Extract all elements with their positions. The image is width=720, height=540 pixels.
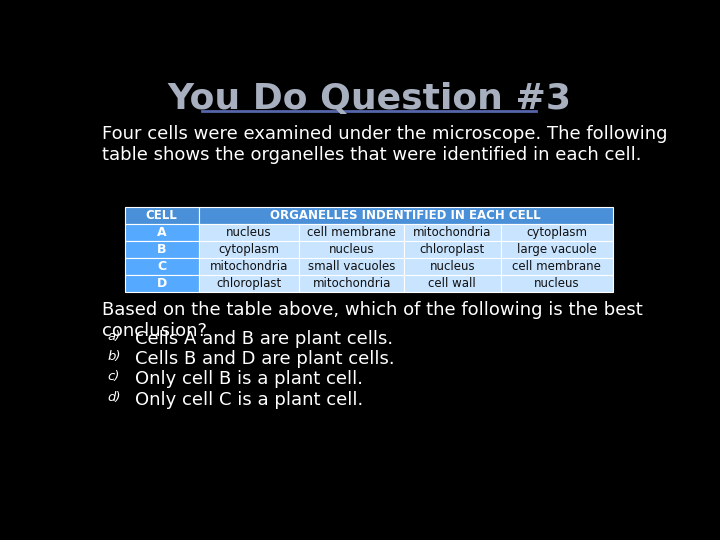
Text: Only cell C is a plant cell.: Only cell C is a plant cell. [135, 390, 363, 408]
Text: Four cells were examined under the microscope. The following
table shows the org: Four cells were examined under the micro… [102, 125, 667, 164]
Text: small vacuoles: small vacuoles [308, 260, 395, 273]
Text: cytoplasm: cytoplasm [218, 243, 279, 256]
Text: nucleus: nucleus [534, 277, 580, 290]
Text: cell membrane: cell membrane [513, 260, 601, 273]
Text: nucleus: nucleus [430, 260, 475, 273]
Bar [404, 224, 500, 241]
Text: d): d) [107, 390, 120, 403]
Bar [199, 207, 613, 224]
Bar [300, 241, 404, 258]
Bar [125, 241, 199, 258]
Text: You Do Question #3: You Do Question #3 [167, 83, 571, 117]
Text: Only cell B is a plant cell.: Only cell B is a plant cell. [135, 370, 363, 388]
Bar [500, 224, 613, 241]
Bar [300, 224, 404, 241]
Text: a): a) [107, 330, 120, 343]
Text: cytoplasm: cytoplasm [526, 226, 588, 239]
Text: b): b) [107, 350, 120, 363]
Text: ORGANELLES INDENTIFIED IN EACH CELL: ORGANELLES INDENTIFIED IN EACH CELL [271, 209, 541, 222]
Bar [125, 224, 199, 241]
Bar [125, 258, 199, 275]
Text: chloroplast: chloroplast [216, 277, 282, 290]
Bar [300, 275, 404, 292]
Bar [125, 275, 199, 292]
Text: cell wall: cell wall [428, 277, 476, 290]
Text: c): c) [107, 370, 120, 383]
Bar [199, 258, 300, 275]
Text: nucleus: nucleus [329, 243, 374, 256]
Text: D: D [156, 277, 167, 290]
Text: mitochondria: mitochondria [312, 277, 391, 290]
Text: CELL: CELL [146, 209, 178, 222]
Bar [500, 241, 613, 258]
Bar [500, 258, 613, 275]
Text: Cells B and D are plant cells.: Cells B and D are plant cells. [135, 350, 395, 368]
Text: A: A [157, 226, 166, 239]
Bar [199, 224, 300, 241]
Bar [404, 275, 500, 292]
Text: nucleus: nucleus [226, 226, 271, 239]
Text: Cells A and B are plant cells.: Cells A and B are plant cells. [135, 330, 393, 348]
Text: chloroplast: chloroplast [420, 243, 485, 256]
Bar [199, 275, 300, 292]
Text: B: B [157, 243, 166, 256]
Bar [199, 241, 300, 258]
Text: mitochondria: mitochondria [210, 260, 288, 273]
Text: C: C [157, 260, 166, 273]
Text: Based on the table above, which of the following is the best
conclusion?: Based on the table above, which of the f… [102, 301, 642, 340]
Text: large vacuole: large vacuole [517, 243, 597, 256]
Bar [125, 207, 199, 224]
Bar [404, 241, 500, 258]
Text: cell membrane: cell membrane [307, 226, 396, 239]
Bar [300, 258, 404, 275]
Bar [404, 258, 500, 275]
Text: mitochondria: mitochondria [413, 226, 492, 239]
Bar [500, 275, 613, 292]
